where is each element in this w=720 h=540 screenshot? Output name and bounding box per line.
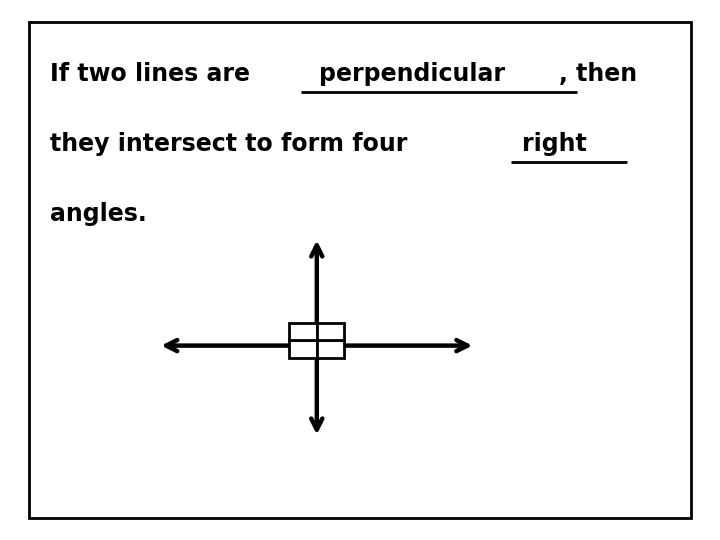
Bar xyxy=(317,341,344,358)
Text: right: right xyxy=(522,132,587,156)
Bar xyxy=(289,323,317,341)
Bar xyxy=(317,323,344,341)
Bar xyxy=(289,341,317,358)
Text: , then: , then xyxy=(559,62,637,86)
Text: they intersect to form four: they intersect to form four xyxy=(50,132,416,156)
Text: If two lines are: If two lines are xyxy=(50,62,258,86)
Text: perpendicular: perpendicular xyxy=(319,62,505,86)
Text: angles.: angles. xyxy=(50,202,147,226)
